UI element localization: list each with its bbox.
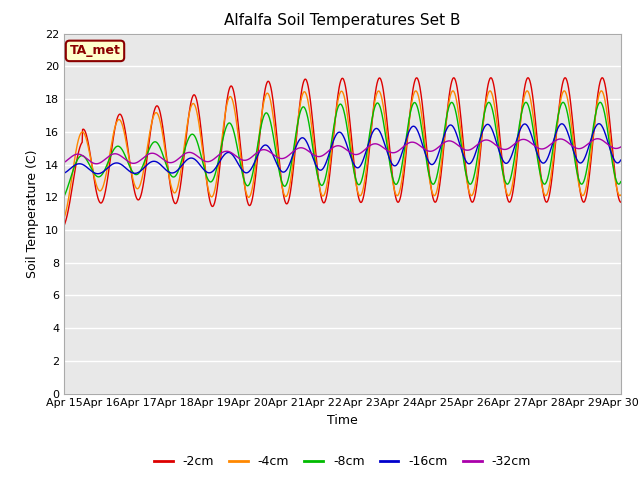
-8cm (617, 179, 625, 184)
Text: TA_met: TA_met (70, 44, 120, 58)
Line: -16cm: -16cm (64, 124, 621, 174)
-2cm (246, 203, 254, 208)
-8cm (502, 179, 509, 185)
Y-axis label: Soil Temperature (C): Soil Temperature (C) (26, 149, 39, 278)
-16cm (171, 169, 179, 175)
-32cm (60, 160, 68, 166)
X-axis label: Time: Time (327, 414, 358, 427)
-16cm (502, 160, 509, 166)
-8cm (429, 181, 436, 187)
Line: -2cm: -2cm (64, 78, 621, 226)
-32cm (502, 146, 509, 152)
Line: -8cm: -8cm (64, 102, 621, 196)
-32cm (551, 138, 559, 144)
-32cm (617, 144, 625, 150)
-2cm (184, 120, 191, 126)
-16cm (184, 156, 192, 162)
-4cm (429, 191, 436, 197)
-4cm (170, 190, 178, 196)
Legend: -2cm, -4cm, -8cm, -16cm, -32cm: -2cm, -4cm, -8cm, -16cm, -32cm (149, 450, 536, 473)
-4cm (551, 140, 559, 145)
-16cm (60, 170, 68, 176)
-2cm (502, 186, 509, 192)
-4cm (524, 88, 531, 94)
Title: Alfalfa Soil Temperatures Set B: Alfalfa Soil Temperatures Set B (224, 13, 461, 28)
-2cm (170, 200, 178, 205)
-32cm (171, 158, 179, 164)
-16cm (94, 171, 102, 177)
-32cm (594, 136, 602, 142)
-2cm (598, 75, 606, 81)
Line: -32cm: -32cm (64, 139, 621, 164)
-32cm (93, 161, 100, 167)
-4cm (184, 119, 191, 124)
-4cm (617, 192, 625, 198)
-16cm (246, 167, 254, 173)
-8cm (170, 174, 178, 180)
-4cm (502, 186, 509, 192)
-4cm (246, 193, 254, 199)
-2cm (551, 150, 559, 156)
-32cm (184, 150, 192, 156)
-8cm (551, 134, 559, 140)
-8cm (559, 99, 567, 105)
Line: -4cm: -4cm (64, 91, 621, 218)
-32cm (246, 155, 254, 161)
-16cm (429, 161, 437, 167)
-2cm (60, 223, 68, 228)
-16cm (617, 157, 625, 163)
-2cm (617, 199, 625, 205)
-2cm (429, 194, 436, 200)
-8cm (184, 137, 191, 143)
-8cm (60, 193, 68, 199)
-4cm (60, 216, 68, 221)
-16cm (551, 132, 559, 138)
-16cm (595, 121, 603, 127)
-32cm (429, 148, 437, 154)
-8cm (246, 180, 254, 186)
